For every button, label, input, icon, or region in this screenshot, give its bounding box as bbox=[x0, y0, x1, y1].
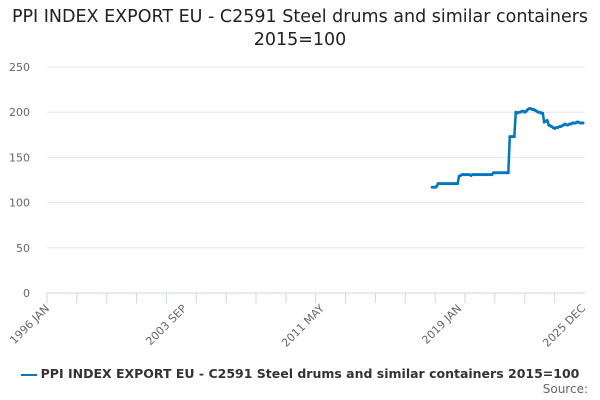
y-tick-label: 150 bbox=[9, 151, 30, 164]
source-label: Source: bbox=[542, 382, 588, 396]
series-line bbox=[432, 107, 583, 189]
data-point bbox=[506, 171, 510, 175]
data-point bbox=[545, 118, 549, 122]
data-point bbox=[456, 182, 460, 186]
data-point bbox=[541, 111, 545, 115]
y-tick-label: 0 bbox=[23, 287, 30, 300]
x-tick-label: 2025 DEC bbox=[540, 302, 588, 350]
chart-title: PPI INDEX EXPORT EU - C2591 Steel drums … bbox=[11, 7, 589, 50]
x-tick-label: 1996 JAN bbox=[7, 302, 52, 347]
y-tick-label: 50 bbox=[16, 242, 30, 255]
legend-item[interactable]: PPI INDEX EXPORT EU - C2591 Steel drums … bbox=[0, 366, 600, 381]
data-point bbox=[512, 135, 516, 139]
y-tick-label: 200 bbox=[9, 106, 30, 119]
legend-line-symbol bbox=[20, 373, 37, 376]
legend-label: PPI INDEX EXPORT EU - C2591 Steel drums … bbox=[40, 366, 580, 381]
y-tick-label: 250 bbox=[9, 61, 30, 74]
y-tick-label: 100 bbox=[9, 197, 30, 210]
x-tick-label: 2019 JAN bbox=[419, 302, 464, 347]
x-tick-label: 2011 MAY bbox=[279, 302, 327, 350]
data-point bbox=[581, 121, 585, 125]
data-point bbox=[435, 184, 439, 188]
x-tick-label: 2003 SEP bbox=[143, 302, 189, 348]
